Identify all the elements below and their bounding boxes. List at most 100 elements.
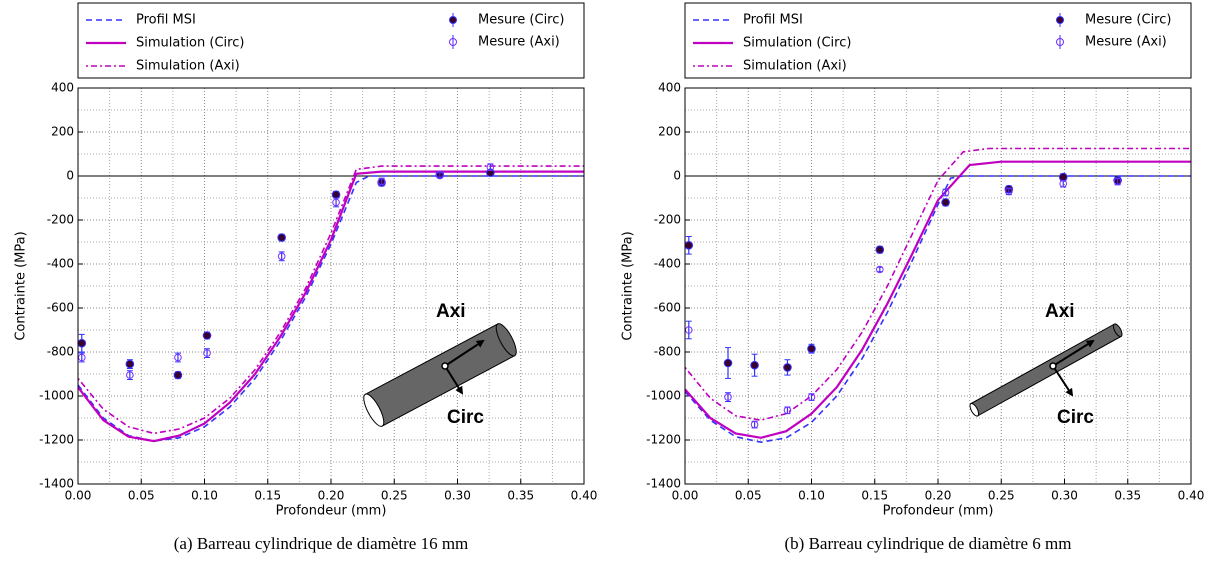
data-point bbox=[377, 177, 386, 186]
data-point bbox=[203, 349, 211, 357]
cylinder-illustration bbox=[969, 323, 1123, 417]
legend-marker bbox=[449, 16, 457, 24]
y-tick-label: 200 bbox=[658, 125, 681, 139]
y-tick-label: -200 bbox=[654, 213, 681, 227]
annotation: Axi bbox=[436, 301, 466, 322]
y-tick-label: -200 bbox=[47, 213, 74, 227]
series-line bbox=[78, 165, 584, 435]
data-point bbox=[486, 163, 495, 171]
data-point bbox=[750, 360, 759, 370]
x-tick-label: 0.25 bbox=[988, 489, 1015, 503]
legend-label: Simulation (Axi) bbox=[136, 59, 240, 74]
y-tick-label: -400 bbox=[654, 257, 681, 271]
legend-label: Profil MSI bbox=[743, 13, 803, 28]
legend-label: Simulation (Circ) bbox=[743, 36, 851, 51]
x-tick-label: 0.30 bbox=[1051, 489, 1078, 503]
y-tick-label: -1000 bbox=[39, 389, 74, 403]
x-tick-label: 0.40 bbox=[571, 489, 598, 503]
plot-area bbox=[78, 163, 584, 443]
legend-label: Mesure (Axi) bbox=[1085, 35, 1167, 50]
legend-marker bbox=[449, 38, 457, 46]
x-tick-label: 0.05 bbox=[735, 489, 762, 503]
legend-label: Profil MSI bbox=[136, 13, 196, 28]
legend: Profil MSI Simulation (Circ) Simulation (A… bbox=[77, 2, 585, 79]
plot-area bbox=[685, 147, 1191, 444]
axes-frame bbox=[684, 87, 1192, 485]
legend-label: Simulation (Circ) bbox=[136, 36, 244, 51]
x-tick-label: 0.35 bbox=[507, 489, 534, 503]
legend-label: Mesure (Axi) bbox=[478, 35, 560, 50]
x-tick-label: 0.20 bbox=[925, 489, 952, 503]
x-tick-label: 0.40 bbox=[1178, 489, 1205, 503]
data-point bbox=[1058, 172, 1068, 182]
y-tick-label: -400 bbox=[47, 257, 74, 271]
data-point bbox=[78, 338, 87, 348]
data-point bbox=[332, 198, 340, 207]
caption: (b) Barreau cylindrique de diamètre 6 mm bbox=[785, 534, 1072, 553]
chart: 0.00 0.05 0.10 0.15 0.20 0.25 0.30 0.35 0.40 -140… bbox=[14, 2, 598, 553]
data-point bbox=[174, 353, 182, 362]
y-tick-label: -1000 bbox=[646, 389, 681, 403]
y-tick-label: 400 bbox=[658, 81, 681, 95]
data-point bbox=[941, 188, 950, 197]
data-point bbox=[277, 233, 286, 242]
y-tick-label: -800 bbox=[654, 345, 681, 359]
y-axis-label: Contrainte (MPa) bbox=[14, 231, 29, 340]
data-point bbox=[750, 420, 759, 429]
data-point bbox=[941, 198, 950, 207]
x-tick-label: 0.30 bbox=[444, 489, 471, 503]
x-tick-label: 0.15 bbox=[254, 489, 281, 503]
data-point bbox=[173, 370, 183, 380]
x-tick-label: 0.05 bbox=[128, 489, 155, 503]
data-point bbox=[1059, 179, 1068, 188]
data-point bbox=[331, 190, 341, 199]
data-point bbox=[876, 265, 884, 274]
legend-frame bbox=[77, 2, 585, 79]
data-point bbox=[723, 358, 733, 368]
data-point bbox=[277, 252, 286, 261]
x-tick-label: 0.10 bbox=[191, 489, 218, 503]
x-axis-label: Profondeur (mm) bbox=[883, 504, 994, 519]
cylinder-illustration bbox=[363, 323, 517, 427]
y-tick-label: 200 bbox=[51, 125, 74, 139]
x-tick-label: 0.20 bbox=[318, 489, 345, 503]
legend-marker bbox=[1056, 38, 1064, 46]
data-point bbox=[125, 359, 135, 369]
data-point bbox=[875, 245, 885, 254]
y-tick-label: -600 bbox=[47, 301, 74, 315]
data-point bbox=[783, 406, 792, 415]
grid bbox=[77, 87, 585, 485]
y-tick-label: 0 bbox=[673, 169, 681, 183]
legend-label: Mesure (Circ) bbox=[478, 13, 564, 28]
y-tick-label: 0 bbox=[66, 169, 74, 183]
legend-label: Simulation (Axi) bbox=[743, 59, 847, 74]
chart: 0.00 0.05 0.10 0.15 0.20 0.25 0.30 0.35 0.40 -140… bbox=[621, 2, 1205, 553]
data-point bbox=[126, 371, 134, 379]
annotation: Circ bbox=[1057, 407, 1094, 428]
y-tick-label: -1200 bbox=[646, 433, 681, 447]
series-line bbox=[685, 175, 1191, 444]
y-tick-label: 400 bbox=[51, 81, 74, 95]
series-line bbox=[685, 160, 1191, 439]
data-point bbox=[202, 331, 212, 340]
series-line bbox=[78, 175, 584, 442]
y-tick-label: -1200 bbox=[39, 433, 74, 447]
legend-label: Mesure (Circ) bbox=[1085, 13, 1171, 28]
caption: (a) Barreau cylindrique de diamètre 16 m… bbox=[174, 534, 469, 553]
y-tick-label: -800 bbox=[47, 345, 74, 359]
legend-frame bbox=[684, 2, 1192, 79]
x-tick-label: 0.10 bbox=[798, 489, 825, 503]
data-point bbox=[807, 393, 816, 401]
axes-frame bbox=[77, 87, 585, 485]
data-point bbox=[435, 171, 444, 179]
x-axis-label: Profondeur (mm) bbox=[276, 504, 387, 519]
y-tick-label: -1400 bbox=[646, 477, 681, 491]
y-tick-label: -600 bbox=[654, 301, 681, 315]
annotation: Circ bbox=[447, 407, 484, 428]
arrows bbox=[441, 339, 1095, 397]
x-tick-label: 0.35 bbox=[1114, 489, 1141, 503]
annotation: Axi bbox=[1045, 301, 1075, 322]
x-tick-label: 0.00 bbox=[672, 489, 699, 503]
data-point bbox=[783, 363, 792, 372]
